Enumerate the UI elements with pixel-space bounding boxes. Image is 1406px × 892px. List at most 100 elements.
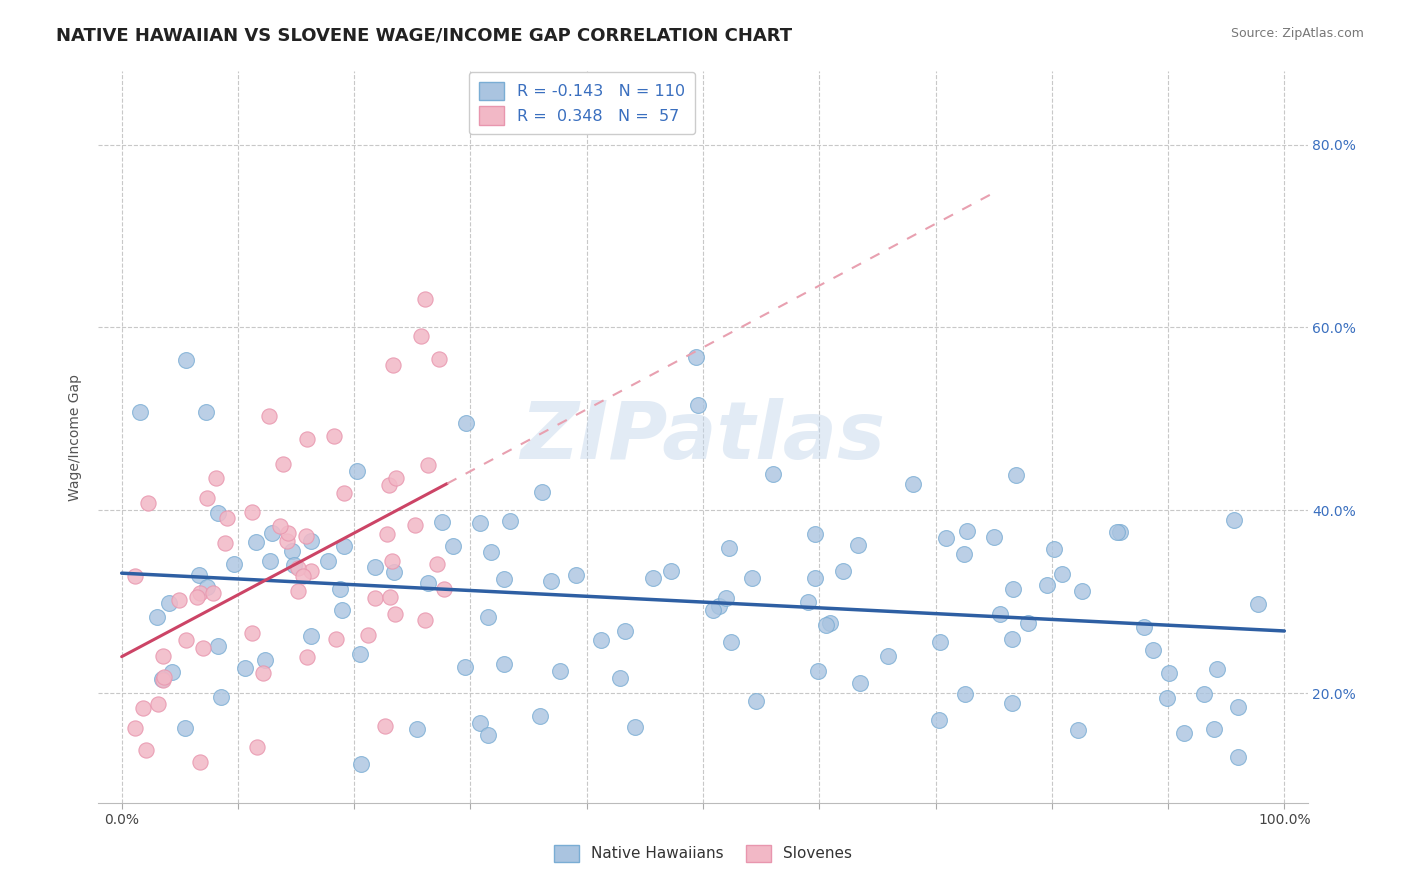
Slovenes bbox=[167, 592, 190, 607]
Slovenes bbox=[413, 292, 436, 306]
Native Hawaiians bbox=[454, 659, 477, 673]
Slovenes bbox=[333, 485, 356, 500]
Slovenes bbox=[252, 665, 274, 680]
Native Hawaiians bbox=[717, 541, 740, 555]
Native Hawaiians bbox=[145, 610, 167, 624]
Slovenes bbox=[186, 590, 208, 604]
Slovenes bbox=[409, 329, 432, 343]
Slovenes bbox=[357, 628, 380, 642]
Native Hawaiians bbox=[441, 539, 464, 553]
Native Hawaiians bbox=[1002, 582, 1025, 596]
Native Hawaiians bbox=[350, 756, 373, 771]
Native Hawaiians bbox=[194, 405, 217, 419]
Native Hawaiians bbox=[207, 639, 229, 653]
Slovenes bbox=[136, 496, 159, 510]
Native Hawaiians bbox=[477, 610, 499, 624]
Slovenes bbox=[375, 526, 398, 541]
Native Hawaiians bbox=[540, 574, 562, 589]
Native Hawaiians bbox=[162, 665, 184, 680]
Slovenes bbox=[427, 351, 450, 366]
Native Hawaiians bbox=[346, 465, 368, 479]
Native Hawaiians bbox=[128, 405, 150, 419]
Native Hawaiians bbox=[468, 715, 491, 730]
Native Hawaiians bbox=[477, 728, 499, 742]
Slovenes bbox=[433, 582, 456, 596]
Native Hawaiians bbox=[224, 558, 246, 572]
Native Hawaiians bbox=[877, 648, 900, 663]
Native Hawaiians bbox=[333, 540, 356, 554]
Native Hawaiians bbox=[848, 538, 870, 552]
Native Hawaiians bbox=[1192, 687, 1215, 701]
Slovenes bbox=[201, 586, 224, 600]
Slovenes bbox=[416, 458, 439, 472]
Native Hawaiians bbox=[1173, 726, 1195, 740]
Native Hawaiians bbox=[741, 571, 763, 585]
Slovenes bbox=[146, 697, 169, 711]
Slovenes bbox=[214, 536, 236, 550]
Native Hawaiians bbox=[609, 671, 631, 685]
Slovenes bbox=[257, 409, 280, 423]
Native Hawaiians bbox=[530, 485, 553, 500]
Native Hawaiians bbox=[1159, 665, 1181, 680]
Slovenes bbox=[188, 586, 211, 600]
Native Hawaiians bbox=[953, 687, 976, 701]
Native Hawaiians bbox=[233, 660, 256, 674]
Slovenes bbox=[374, 719, 396, 733]
Native Hawaiians bbox=[548, 664, 571, 678]
Native Hawaiians bbox=[1142, 643, 1164, 657]
Native Hawaiians bbox=[1017, 615, 1039, 630]
Native Hawaiians bbox=[589, 632, 612, 647]
Native Hawaiians bbox=[1105, 525, 1128, 540]
Slovenes bbox=[124, 569, 146, 583]
Native Hawaiians bbox=[720, 635, 742, 649]
Native Hawaiians bbox=[659, 564, 682, 578]
Native Hawaiians bbox=[197, 580, 219, 594]
Slovenes bbox=[269, 519, 291, 533]
Native Hawaiians bbox=[1052, 567, 1074, 582]
Native Hawaiians bbox=[935, 531, 957, 545]
Native Hawaiians bbox=[1001, 697, 1024, 711]
Native Hawaiians bbox=[1227, 700, 1250, 714]
Native Hawaiians bbox=[901, 477, 924, 491]
Slovenes bbox=[124, 721, 146, 735]
Legend: Native Hawaiians, Slovenes: Native Hawaiians, Slovenes bbox=[548, 838, 858, 868]
Slovenes bbox=[287, 583, 309, 598]
Native Hawaiians bbox=[565, 567, 588, 582]
Native Hawaiians bbox=[262, 526, 284, 541]
Slovenes bbox=[277, 526, 299, 541]
Native Hawaiians bbox=[1205, 662, 1227, 676]
Native Hawaiians bbox=[1109, 524, 1132, 539]
Slovenes bbox=[205, 471, 228, 485]
Native Hawaiians bbox=[316, 554, 339, 568]
Native Hawaiians bbox=[406, 722, 429, 736]
Native Hawaiians bbox=[803, 527, 825, 541]
Slovenes bbox=[378, 590, 401, 604]
Y-axis label: Wage/Income Gap: Wage/Income Gap bbox=[69, 374, 83, 500]
Native Hawaiians bbox=[492, 657, 515, 671]
Native Hawaiians bbox=[364, 559, 387, 574]
Native Hawaiians bbox=[848, 676, 870, 690]
Native Hawaiians bbox=[1001, 632, 1024, 647]
Native Hawaiians bbox=[259, 554, 281, 568]
Slovenes bbox=[246, 740, 269, 755]
Native Hawaiians bbox=[1036, 578, 1059, 592]
Slovenes bbox=[152, 673, 174, 688]
Native Hawaiians bbox=[762, 467, 785, 482]
Native Hawaiians bbox=[624, 720, 647, 734]
Native Hawaiians bbox=[1043, 541, 1066, 556]
Native Hawaiians bbox=[702, 603, 724, 617]
Slovenes bbox=[276, 534, 298, 549]
Slovenes bbox=[191, 640, 214, 655]
Native Hawaiians bbox=[299, 629, 322, 643]
Native Hawaiians bbox=[209, 690, 232, 705]
Native Hawaiians bbox=[1156, 690, 1178, 705]
Slovenes bbox=[384, 607, 406, 621]
Text: NATIVE HAWAIIAN VS SLOVENE WAGE/INCOME GAP CORRELATION CHART: NATIVE HAWAIIAN VS SLOVENE WAGE/INCOME G… bbox=[56, 27, 793, 45]
Native Hawaiians bbox=[470, 516, 492, 530]
Native Hawaiians bbox=[807, 665, 830, 679]
Slovenes bbox=[413, 613, 436, 627]
Native Hawaiians bbox=[188, 567, 211, 582]
Native Hawaiians bbox=[956, 524, 979, 538]
Native Hawaiians bbox=[418, 576, 440, 591]
Native Hawaiians bbox=[432, 516, 454, 530]
